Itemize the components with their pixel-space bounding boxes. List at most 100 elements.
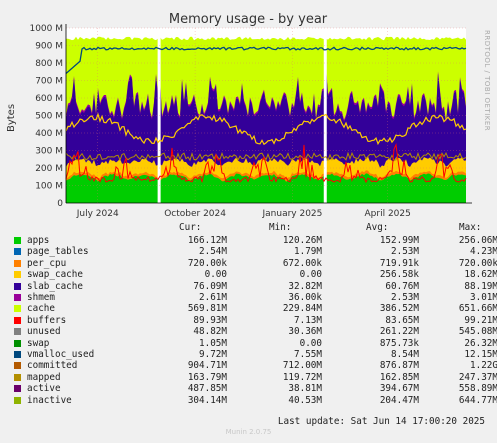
legend-avg: 875.73k	[379, 337, 419, 349]
legend-max: 558.89M	[458, 383, 497, 395]
legend-name: committed	[27, 360, 78, 372]
legend-name: mapped	[27, 371, 61, 383]
legend-avg: 261.22M	[379, 326, 419, 338]
legend-row-per-cpu: per_cpu 720.00k 672.00k 719.91k 720.00k	[14, 257, 497, 269]
legend-min: 0.00	[299, 269, 322, 281]
legend-cur: 1.05M	[199, 337, 227, 349]
legend-avg: 162.85M	[379, 371, 419, 383]
legend-cur: 904.71M	[187, 360, 227, 372]
legend-name: inactive	[27, 394, 72, 406]
legend-cur: 304.14M	[187, 394, 227, 406]
legend-swatch	[14, 271, 21, 279]
last-update: Last update: Sat Jun 14 17:00:20 2025	[277, 416, 485, 427]
x-tick-label: January 2025	[262, 209, 323, 219]
legend-name: apps	[27, 235, 50, 246]
legend-max: 4.23M	[470, 246, 497, 258]
legend-max: 12.15M	[464, 349, 497, 360]
legend-min: 40.53M	[288, 394, 322, 406]
legend-header-min: Min:	[269, 222, 292, 233]
legend-avg: 386.52M	[379, 303, 419, 315]
y-tick-label: 400 M	[35, 129, 63, 139]
legend-max: 18.62M	[464, 269, 497, 281]
legend-avg: 204.47M	[379, 394, 419, 406]
y-tick-label: 900 M	[35, 42, 63, 52]
legend-max: 3.01M	[470, 292, 497, 303]
legend-row-active: active 487.85M 38.81M 394.67M 558.89M	[14, 383, 497, 395]
legend-row-apps: apps 166.12M 120.26M 152.99M 256.06M	[14, 235, 497, 246]
legend-row-committed: committed 904.71M 712.00M 876.87M 1.22G	[14, 360, 497, 372]
area-apps	[66, 173, 466, 203]
legend-header-avg: Avg:	[366, 222, 389, 233]
legend-avg: 394.67M	[379, 383, 419, 395]
legend-max: 545.08M	[458, 326, 497, 338]
legend-cur: 89.93M	[193, 314, 227, 326]
legend-row-vmalloc-used: vmalloc_used 9.72M 7.55M 8.54M 12.15M	[14, 349, 497, 360]
legend-cur: 487.85M	[187, 383, 227, 395]
legend-avg: 152.99M	[379, 235, 419, 246]
legend-min: 712.00M	[282, 360, 322, 372]
legend-min: 1.79M	[294, 246, 322, 258]
side-label: RRDTOOL / TOBI OETIKER	[483, 30, 491, 131]
legend-min: 36.00k	[288, 292, 322, 303]
line-committed	[65, 46, 467, 74]
legend-max: 99.21M	[464, 314, 497, 326]
y-tick-label: 500 M	[35, 112, 63, 122]
legend-cur: 48.82M	[193, 326, 227, 338]
chart-title: Memory usage - by year	[169, 12, 328, 27]
y-tick-label: 700 M	[35, 77, 63, 87]
x-tick-label: April 2025	[365, 209, 411, 219]
legend-header-max: Max:	[459, 222, 482, 233]
legend-max: 88.19M	[464, 280, 497, 292]
legend-name: slab_cache	[27, 280, 83, 292]
legend-name: per_cpu	[27, 257, 67, 269]
legend-cur: 76.09M	[193, 280, 227, 292]
legend-swatch	[14, 305, 21, 313]
legend-max: 720.00k	[458, 257, 497, 269]
legend-swatch	[14, 237, 21, 244]
y-tick-label: 0	[57, 199, 63, 209]
legend-name: page_tables	[27, 246, 89, 258]
legend-name: unused	[27, 326, 61, 338]
y-tick-label: 1000 M	[29, 24, 63, 34]
legend-min: 7.13M	[294, 314, 322, 326]
legend-min: 229.84M	[282, 303, 322, 315]
legend-min: 120.26M	[282, 235, 322, 246]
legend-max: 644.77M	[458, 394, 497, 406]
legend-header-cur: Cur:	[179, 222, 202, 233]
legend-max: 26.32M	[464, 337, 497, 349]
legend-row-slab-cache: slab_cache 76.09M 32.82M 60.76M 88.19M	[14, 280, 497, 292]
line-active	[65, 142, 467, 184]
legend-swatch	[14, 316, 21, 324]
legend-row-swap-cache: swap_cache 0.00 0.00 256.58k 18.62M	[14, 269, 497, 281]
legend-min: 38.81M	[288, 383, 322, 395]
legend-swatch	[14, 351, 21, 358]
legend-swatch	[14, 328, 21, 336]
line-mapped	[65, 151, 467, 162]
munin-version: Munin 2.0.75	[225, 428, 272, 436]
legend-avg: 2.53M	[391, 246, 419, 258]
legend-swatch	[14, 362, 21, 370]
line-inactive	[65, 112, 467, 146]
legend-max: 651.66M	[458, 303, 497, 315]
legend-swatch	[14, 282, 21, 290]
legend-name: buffers	[27, 314, 67, 326]
legend-row-shmem: shmem 2.61M 36.00k 2.53M 3.01M	[14, 292, 497, 303]
legend-avg: 256.58k	[379, 269, 419, 281]
legend-row-inactive: inactive 304.14M 40.53M 204.47M 644.77M	[14, 394, 497, 406]
x-tick-label: July 2024	[76, 209, 119, 219]
y-tick-label: 800 M	[35, 59, 63, 69]
legend-min: 32.82M	[288, 280, 322, 292]
legend-cur: 9.72M	[199, 349, 227, 360]
legend-max: 256.06M	[458, 235, 497, 246]
legend-row-swap: swap 1.05M 0.00 875.73k 26.32M	[14, 337, 497, 349]
y-tick-label: 200 M	[35, 164, 63, 174]
legend-cur: 569.81M	[187, 303, 227, 315]
legend-cur: 720.00k	[187, 257, 227, 269]
legend-cur: 163.79M	[187, 371, 227, 383]
legend-avg: 719.91k	[379, 257, 419, 269]
legend-avg: 83.65M	[385, 314, 419, 326]
legend-cur: 2.61M	[199, 292, 227, 303]
legend-name: swap	[27, 337, 50, 349]
legend-name: shmem	[27, 292, 55, 303]
legend-cur: 2.54M	[199, 246, 227, 258]
